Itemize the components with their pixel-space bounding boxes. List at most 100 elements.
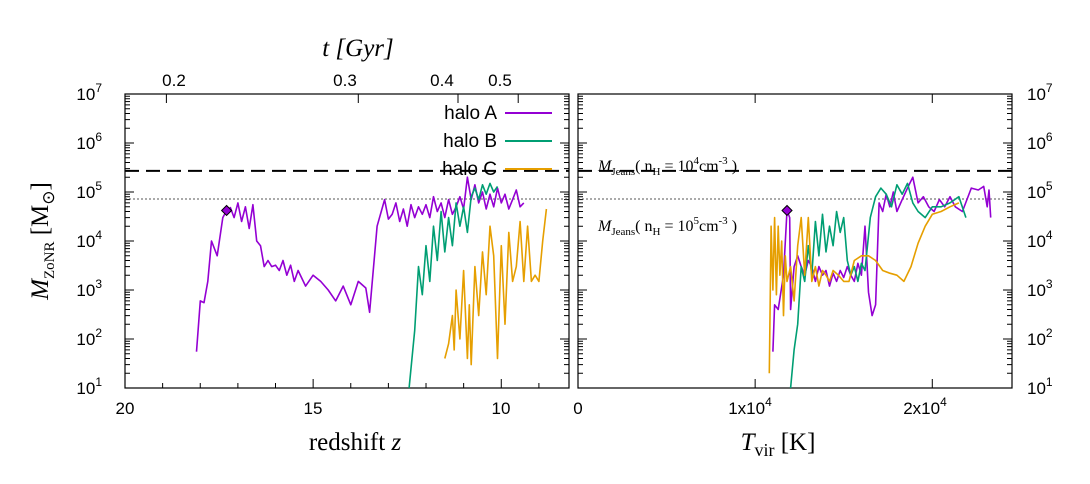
y-tick-label: 105 [1027,179,1053,202]
left-x-tick-labels: 20 15 10 [116,399,511,418]
legend: halo A halo B halo C [442,103,552,180]
jeans-nh-sub: H [652,226,660,238]
y-tick-label: 102 [76,326,102,349]
y-tick-label: 107 [76,81,102,104]
y-tick-label-exp: 6 [95,130,102,144]
y-tick-label-base: 10 [1027,330,1046,349]
jeans-cm: cm [699,218,719,235]
y-tick-label-exp: 5 [95,179,102,193]
legend-label-halo-a: halo A [444,103,497,124]
y-tick-label-base: 10 [76,281,95,300]
y-tick-label-exp: 7 [95,81,102,95]
jeans-close: ) [728,218,737,235]
sun-symbol: ⊙ [39,190,58,204]
y-tick-label: 102 [1027,326,1053,349]
y-tick-label-base: 10 [76,134,95,153]
top-tick-label: 0.2 [162,71,186,90]
y-tick-label-exp: 6 [1046,130,1053,144]
y-tick-label-exp: 5 [1046,179,1053,193]
right-x-axis-label: Tvir [K] [741,429,816,460]
right-series-group [768,176,992,389]
y-axis-label-unit-open: [M [27,205,54,242]
jeans-exp: 4 [693,155,699,167]
jeans-close: ) [728,158,737,175]
legend-label-halo-c: halo C [442,159,497,180]
series-line-halo-c [444,208,548,366]
x-tick-label: 1x104 [728,395,772,418]
axis-ticks [124,93,1012,389]
jeans-label-nh4: MJeans( nH = 104cm-3 ) [597,155,737,178]
x-tick-label-base: 1x10 [728,399,765,418]
jeans-m: M [597,218,613,235]
top-axis-label: t [Gyr] [322,35,394,62]
y-tick-label-exp: 7 [1046,81,1053,95]
x-tick-label: 20 [116,399,135,418]
y-tick-label-exp: 1 [1046,375,1053,389]
legend-label-halo-b: halo B [443,131,497,152]
x-tick-label-exp: 4 [940,395,947,409]
jeans-open: ( n [635,218,652,235]
y-tick-label-base: 10 [1027,134,1046,153]
diamond-marker [781,204,793,217]
jeans-exp: 5 [693,215,699,227]
y-tick-label: 106 [1027,130,1053,153]
x-tick-label-base: 2x10 [903,399,940,418]
diamond-marker [220,204,233,217]
left-x-axis-label-var: z [390,429,401,456]
x-tick-label-exp: 4 [765,395,772,409]
series-line-halo-a [195,176,525,352]
y-tick-label: 103 [76,277,102,300]
y-tick-label-exp: 3 [1046,277,1053,291]
y-tick-label: 107 [1027,81,1053,104]
y-tick-label-base: 10 [76,232,95,251]
series-line-halo-b [789,182,967,389]
right-x-axis-label-unit: [K] [774,429,815,456]
top-axis-label-text: t [Gyr] [322,35,394,62]
y-axis-label: MZoNR [M⊙] [27,182,58,301]
y-axis-label-sub: ZoNR [42,242,58,280]
y-tick-label: 106 [76,130,102,153]
jeans-sub: Jeans [611,166,635,178]
y-tick-label-base: 10 [1027,183,1046,202]
x-tick-label: 15 [304,399,323,418]
y-tick-label: 105 [76,179,102,202]
y-tick-label-exp: 1 [95,375,102,389]
x-tick-label: 10 [492,399,511,418]
y-tick-label-exp: 2 [95,326,102,340]
jeans-sub: Jeans [611,226,635,238]
y-tick-label-base: 10 [76,85,95,104]
jeans-cm-exp: -3 [719,215,729,227]
y-tick-label: 101 [1027,375,1053,398]
y-tick-label-base: 10 [76,379,95,398]
y-tick-label-base: 10 [1027,85,1046,104]
top-tick-labels: 0.2 0.3 0.4 0.5 [162,71,512,90]
jeans-eq: = 10 [660,158,693,175]
y-tick-label-base: 10 [1027,232,1046,251]
y-tick-label-exp: 4 [1046,228,1053,242]
y-axis-label-var: M [27,278,54,301]
y-tick-label-base: 10 [1027,281,1046,300]
top-tick-label: 0.4 [430,71,454,90]
y-tick-label: 104 [76,228,102,251]
top-tick-label: 0.5 [488,71,512,90]
left-x-axis-label-text: redshift [309,429,392,456]
y-tick-label: 101 [76,375,102,398]
y-tick-label-base: 10 [1027,379,1046,398]
jeans-m: M [597,158,613,175]
series-line-halo-c [768,202,960,374]
reference-lines [125,169,1012,200]
jeans-eq: = 10 [660,218,693,235]
jeans-cm: cm [699,158,719,175]
y-tick-label-exp: 2 [1046,326,1053,340]
series-line-halo-b [408,182,499,389]
right-x-tick-labels: 0 1x104 2x104 [573,395,947,418]
jeans-cm-exp: -3 [719,155,729,167]
jeans-label-nh5: MJeans( nH = 105cm-3 ) [597,215,737,238]
y-tick-label-exp: 4 [95,228,102,242]
x-tick-label: 2x104 [903,395,947,418]
right-x-axis-label-var: T [741,429,757,456]
left-x-axis-label: redshift z [309,429,402,456]
